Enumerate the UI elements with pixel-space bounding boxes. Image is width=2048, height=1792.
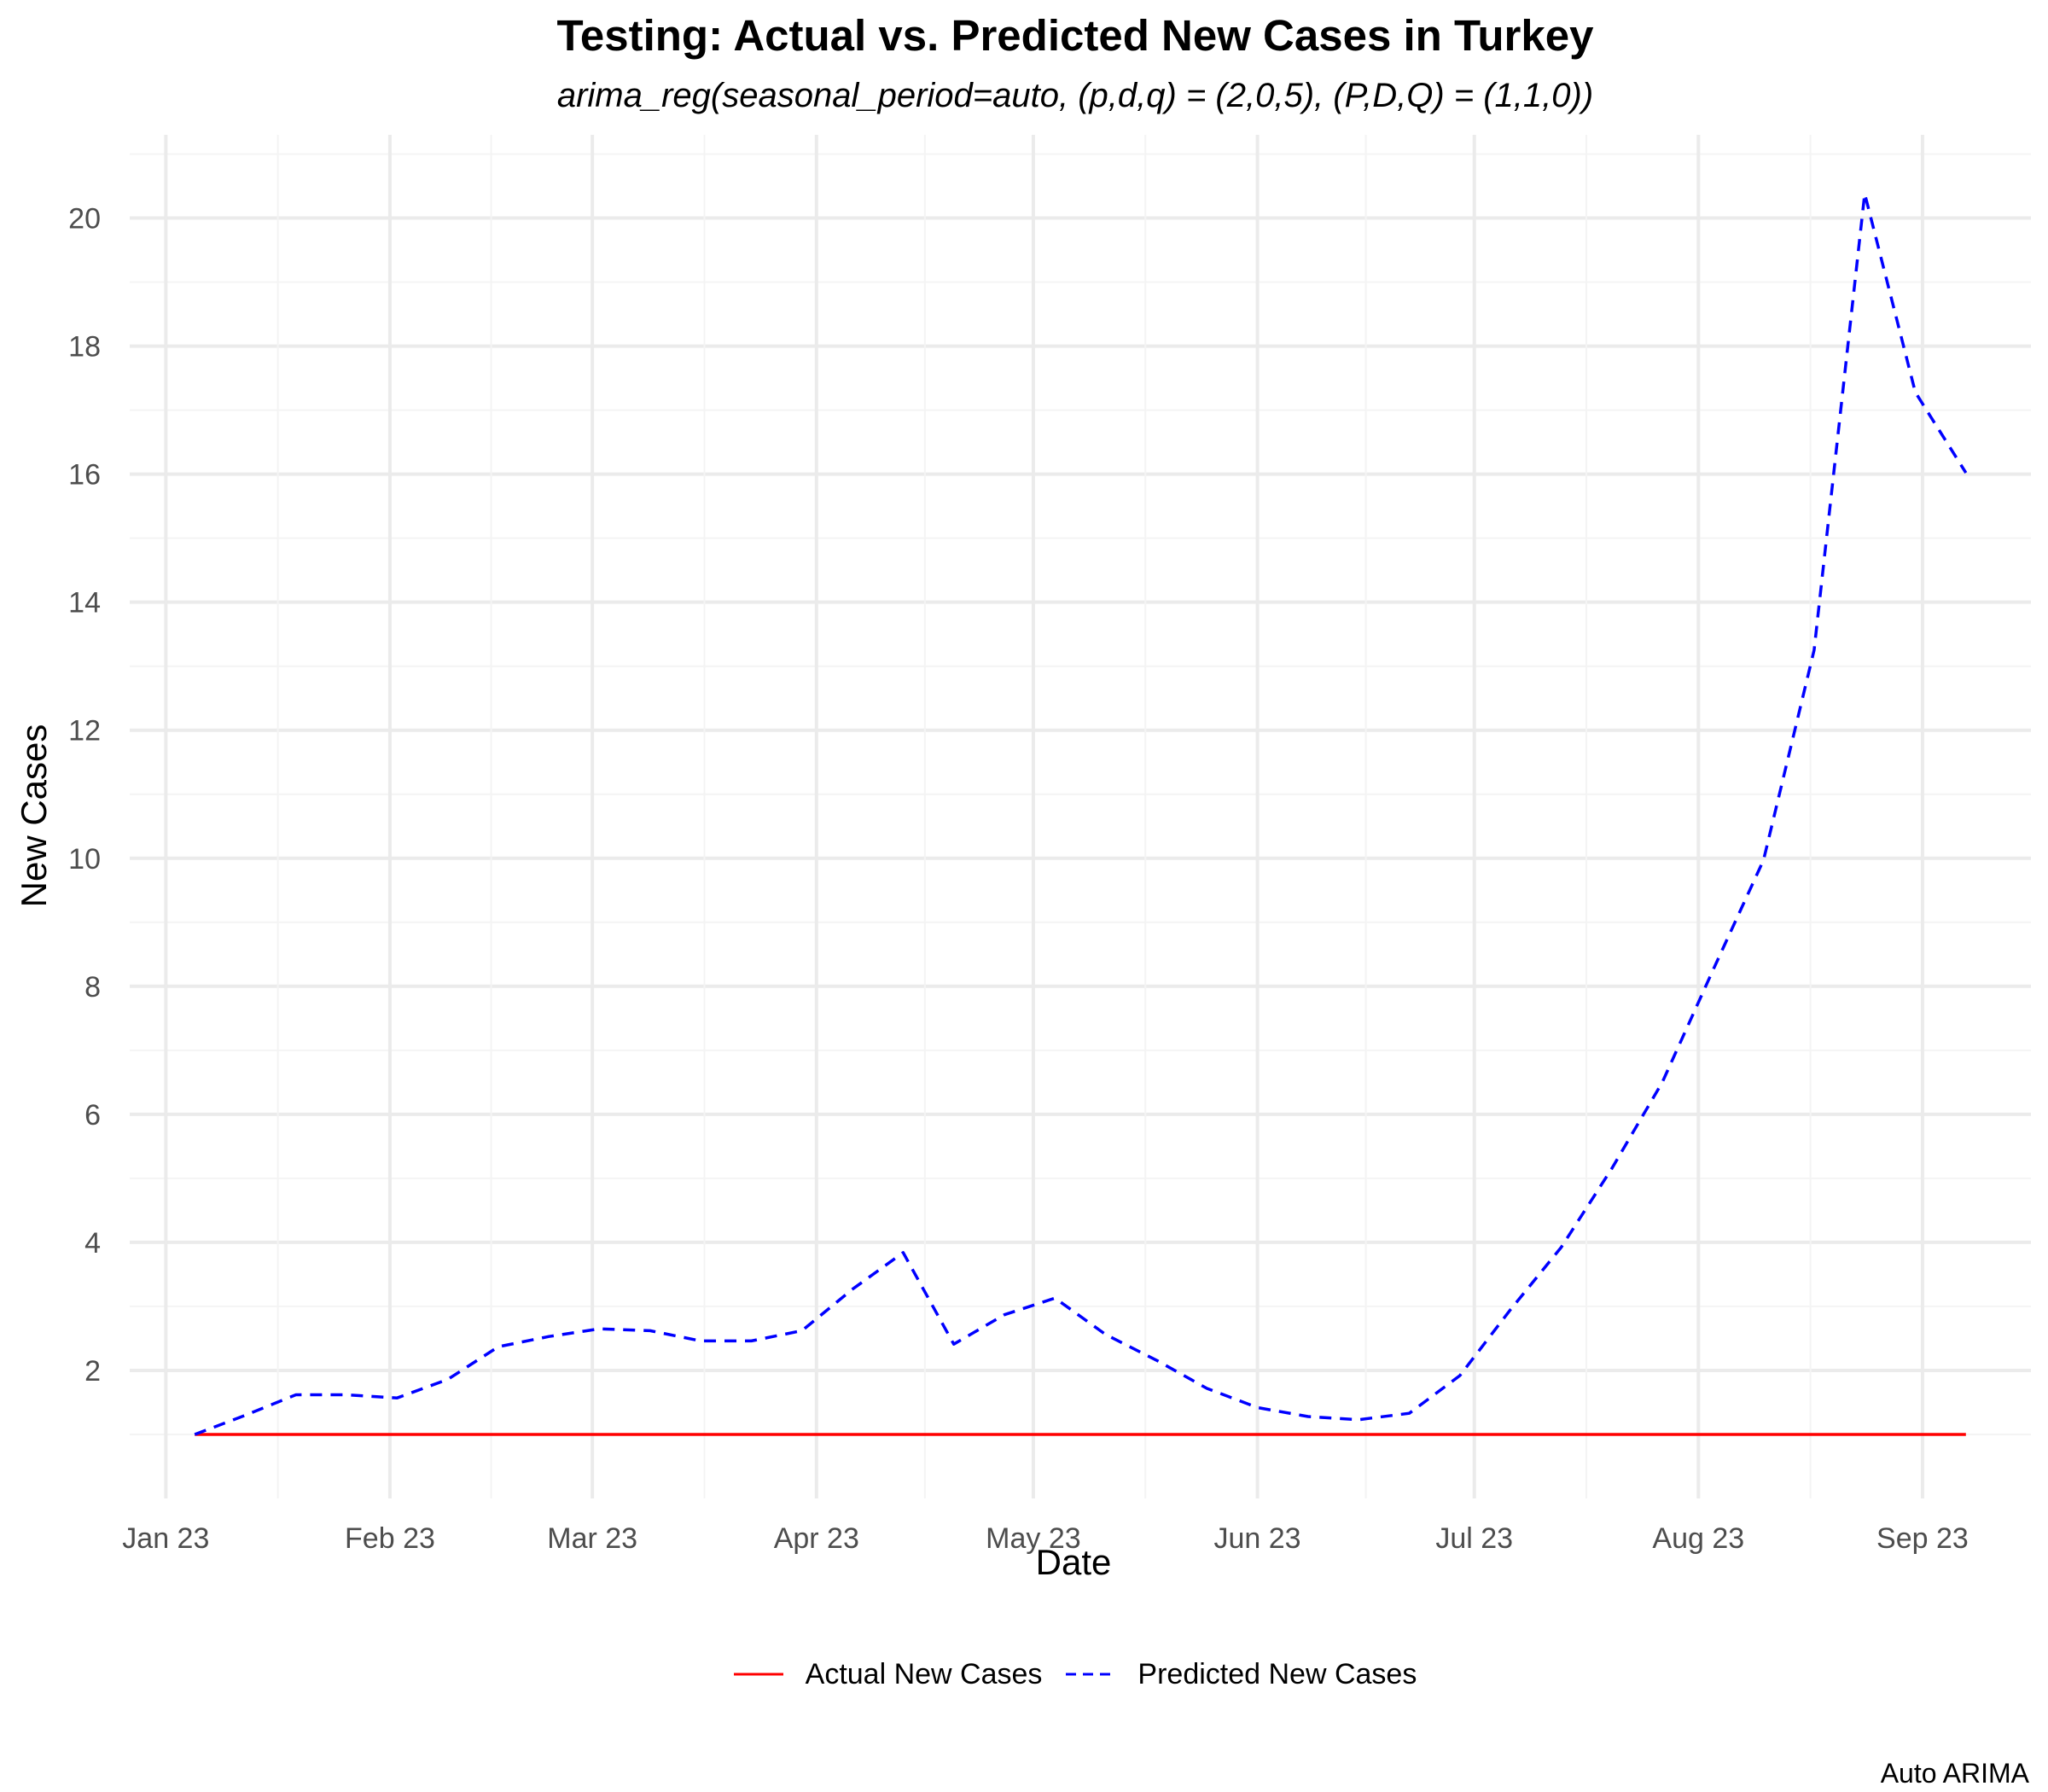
- x-tick-label: Sep 23: [1876, 1522, 1969, 1555]
- x-tick-label: Jun 23: [1214, 1522, 1301, 1555]
- y-tick-label: 4: [84, 1227, 101, 1260]
- x-tick-label: Jan 23: [122, 1522, 209, 1555]
- y-axis-ticks: 2 4 6 8 10 12 14 16 18 20: [68, 203, 101, 1388]
- legend-key-actual: [733, 1673, 783, 1676]
- x-tick-label: May 23: [986, 1522, 1081, 1555]
- y-tick-label: 8: [84, 971, 101, 1004]
- y-tick-label: 12: [68, 715, 101, 748]
- x-tick-label: Feb 23: [345, 1522, 435, 1555]
- y-tick-label: 18: [68, 331, 101, 364]
- y-tick-label: 2: [84, 1355, 101, 1388]
- series-lines: [194, 192, 1968, 1436]
- chart-subtitle: arima_reg(seasonal_period=auto, (p,d,q) …: [556, 77, 1594, 114]
- y-axis-label: New Cases: [14, 724, 54, 908]
- legend-label-predicted: Predicted New Cases: [1137, 1657, 1417, 1690]
- x-tick-label: Aug 23: [1652, 1522, 1744, 1555]
- y-tick-label: 6: [84, 1099, 101, 1132]
- gridlines: [130, 135, 2031, 1498]
- y-tick-label: 14: [68, 587, 101, 620]
- legend-key-predicted: [1066, 1673, 1116, 1676]
- caption: Auto ARIMA: [1880, 1758, 2029, 1789]
- legend-label-actual: Actual New Cases: [805, 1657, 1043, 1690]
- y-tick-label: 20: [68, 203, 101, 236]
- legend-item-actual: Actual New Cases: [733, 1657, 1043, 1691]
- legend: Actual New Cases Predicted New Cases: [0, 1657, 2048, 1691]
- y-tick-label: 16: [68, 459, 101, 492]
- chart-title: Testing: Actual vs. Predicted New Cases …: [556, 11, 1594, 60]
- x-axis-ticks: Jan 23 Feb 23 Mar 23 Apr 23 May 23 Jun 23 Jul …: [122, 1522, 1969, 1555]
- legend-item-predicted: Predicted New Cases: [1066, 1657, 1417, 1691]
- y-tick-label: 10: [68, 843, 101, 876]
- series-line-predicted: [194, 192, 1968, 1436]
- x-tick-label: Jul 23: [1435, 1522, 1513, 1555]
- x-tick-label: Apr 23: [774, 1522, 859, 1555]
- x-axis-label: Date: [1036, 1542, 1112, 1582]
- x-tick-label: Mar 23: [547, 1522, 637, 1555]
